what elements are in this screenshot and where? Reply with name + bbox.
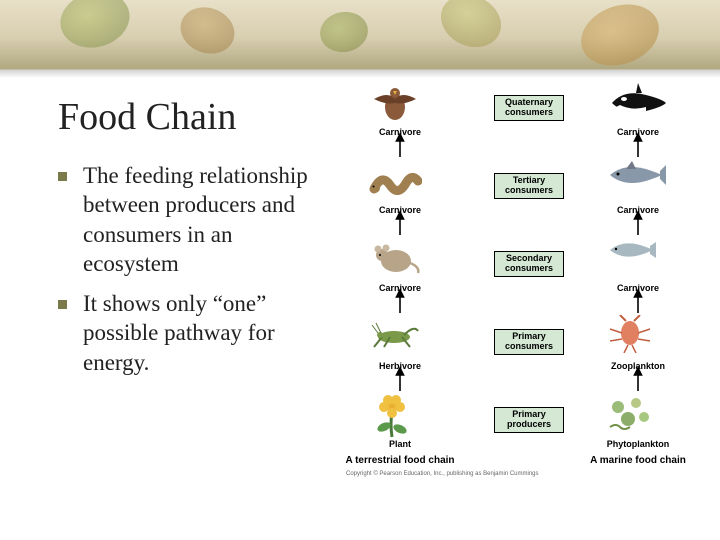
trophic-level-box: Secondary consumers: [494, 251, 564, 277]
organism-label: Herbivore: [360, 361, 440, 371]
bullet-text: The feeding relationship between produce…: [83, 161, 328, 279]
trophic-level-box: Primary producers: [494, 407, 564, 433]
bullet-icon: [58, 300, 67, 309]
organism-label: Carnivore: [360, 205, 440, 215]
bullet-text: It shows only “one” possible pathway for…: [83, 289, 328, 377]
bullet-list: The feeding relationship between produce…: [58, 161, 328, 377]
leaf-icon: [317, 8, 371, 56]
chain-caption: A marine food chain: [563, 455, 713, 466]
organism-label: Carnivore: [360, 127, 440, 137]
organism-flower: [368, 393, 432, 439]
organism-label: Carnivore: [598, 205, 678, 215]
slide-content: Food Chain The feeding relationship betw…: [0, 85, 720, 540]
chain-caption: A terrestrial food chain: [325, 455, 475, 466]
organism-label: Carnivore: [598, 283, 678, 293]
organism-label: Phytoplankton: [598, 439, 678, 449]
leaf-icon: [54, 0, 136, 55]
organism-grasshopper: [368, 315, 432, 361]
organism-phyto: [606, 393, 670, 439]
organism-copepod: [606, 315, 670, 361]
organism-label: Plant: [360, 439, 440, 449]
organism-herring: [606, 237, 670, 283]
page-title: Food Chain: [58, 95, 328, 139]
organism-label: Zooplankton: [598, 361, 678, 371]
trophic-level-box: Quaternary consumers: [494, 95, 564, 121]
food-chain-diagram: Quaternary consumers Tertiary consumers Se…: [340, 77, 710, 537]
organism-orca: [606, 81, 670, 127]
organism-tuna: [606, 159, 670, 205]
leaf-icon: [432, 0, 509, 57]
organism-label: Carnivore: [598, 127, 678, 137]
organism-mouse: [368, 237, 432, 283]
trophic-level-box: Tertiary consumers: [494, 173, 564, 199]
bullet-icon: [58, 172, 67, 181]
decorative-banner: [0, 0, 720, 70]
list-item: It shows only “one” possible pathway for…: [58, 289, 328, 377]
leaf-icon: [572, 0, 667, 70]
organism-hawk: [368, 81, 432, 127]
copyright-text: Copyright © Pearson Education, Inc., pub…: [346, 471, 539, 477]
organism-snake: [368, 159, 432, 205]
list-item: The feeding relationship between produce…: [58, 161, 328, 279]
leaf-icon: [174, 0, 241, 61]
trophic-level-box: Primary consumers: [494, 329, 564, 355]
organism-label: Carnivore: [360, 283, 440, 293]
text-column: Food Chain The feeding relationship betw…: [0, 85, 340, 540]
